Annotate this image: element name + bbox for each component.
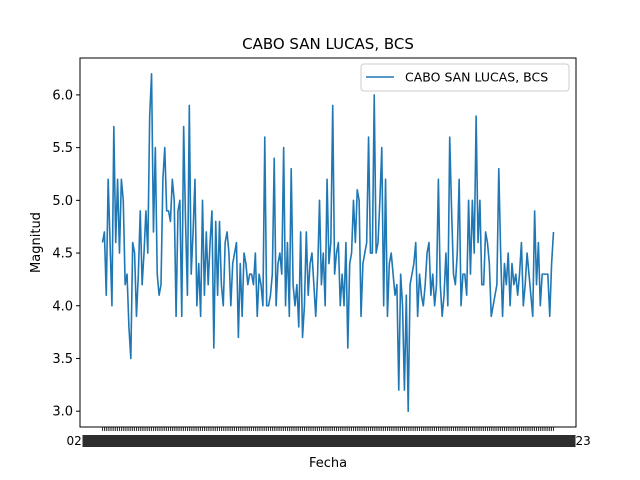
series-line (101, 73, 555, 412)
x-axis: 02 23 (67, 427, 591, 448)
y-tick-label: 4.0 (52, 299, 73, 314)
legend-box (360, 63, 570, 92)
y-tick-label: 4.5 (52, 247, 73, 262)
y-tick-label: 3.0 (52, 405, 73, 420)
plot-frame (79, 57, 577, 428)
chart-title: CABO SAN LUCAS, BCS (242, 35, 414, 53)
x-tick-label-last: 23 (576, 434, 591, 448)
legend: CABO SAN LUCAS, BCS (360, 63, 570, 92)
y-tick-label: 6.0 (52, 88, 73, 103)
y-axis: 3.0 3.5 4.0 4.5 5.0 5.5 6.0 (52, 88, 80, 420)
y-tick-label: 5.5 (52, 141, 73, 156)
y-tick-label: 5.0 (52, 194, 73, 209)
x-tick-labels-overlap-band (82, 435, 576, 447)
y-tick-label: 3.5 (52, 352, 73, 367)
legend-label: CABO SAN LUCAS, BCS (405, 70, 548, 85)
y-axis-label: Magnitud (29, 212, 44, 273)
x-tick-label-first: 02 (67, 434, 82, 448)
x-axis-label: Fecha (309, 456, 347, 471)
